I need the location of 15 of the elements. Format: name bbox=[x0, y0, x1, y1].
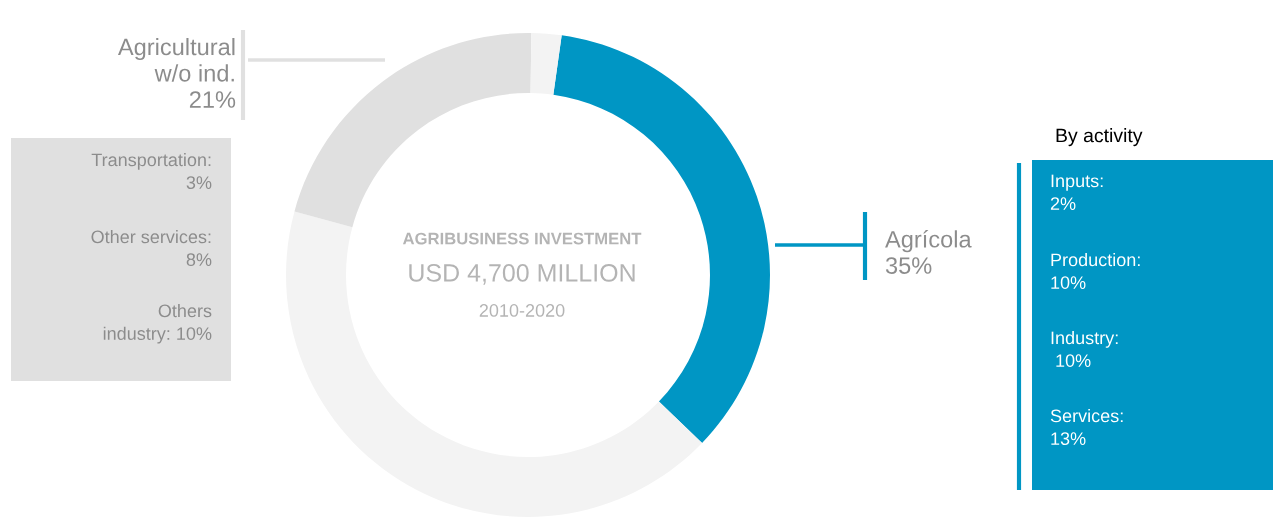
data-label: 21% bbox=[189, 91, 236, 108]
text: Transportation: 3% bbox=[91, 153, 212, 189]
text: Other services: 8% bbox=[91, 230, 212, 266]
text: USD 4,700 MILLION bbox=[409, 264, 635, 285]
text: Others industry: 10% bbox=[103, 304, 212, 344]
slice-label: Agrícola bbox=[885, 230, 972, 253]
text: Services: 13% bbox=[1050, 409, 1123, 445]
text: AGRIBUSINESS INVESTMENT bbox=[402, 232, 642, 245]
text: Inputs: 2% bbox=[1050, 174, 1103, 210]
text: By activity bbox=[1056, 128, 1143, 147]
text: Industry: 10% bbox=[1051, 331, 1118, 367]
text: 2010-2020 bbox=[479, 304, 565, 317]
slice-label: Agricultural w/o ind. bbox=[117, 38, 235, 82]
text: Production: 10% bbox=[1051, 253, 1140, 289]
data-label: 35% bbox=[885, 257, 932, 274]
